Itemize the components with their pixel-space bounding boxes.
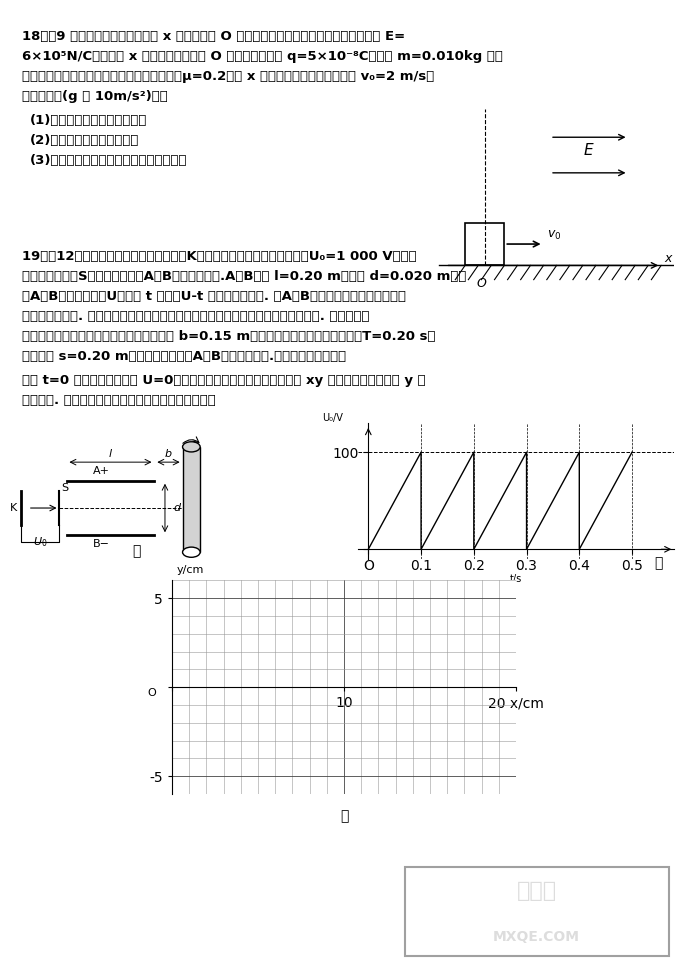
Text: (3)物块在电场中运动过程的机械能增量。: (3)物块在电场中运动过程的机械能增量。 <box>30 154 188 167</box>
Bar <box>465 222 504 265</box>
Text: A+: A+ <box>93 466 110 476</box>
Text: 答案圈: 答案圈 <box>517 882 557 901</box>
Text: 加速后，由小孔S沿两水平金属板A、B间中心线射入.A、B板长 l=0.20 m，相距 d=0.020 m，加: 加速后，由小孔S沿两水平金属板A、B间中心线射入.A、B板长 l=0.20 m，… <box>22 270 466 283</box>
Text: MXQE.COM: MXQE.COM <box>493 930 580 944</box>
Text: 则以 t=0 时（见图乙，此时 U=0），电子打到圆筒记录纸上的点作为 xy 坐标系的原点，并取 y 轴: 则以 t=0 时（见图乙，此时 U=0），电子打到圆筒记录纸上的点作为 xy 坐… <box>22 374 426 387</box>
Text: (2)物块最终停止时的位置；: (2)物块最终停止时的位置； <box>30 134 140 147</box>
Text: S: S <box>61 483 68 493</box>
Text: d: d <box>174 503 181 513</box>
Bar <box>182 447 200 552</box>
Text: $b$: $b$ <box>164 447 173 459</box>
Text: 18．（9 分）在一个水平面上建立 x 轴，在原点 O 右侧空间有一个匀强电场，电场强度大小 E=: 18．（9 分）在一个水平面上建立 x 轴，在原点 O 右侧空间有一个匀强电场，… <box>22 30 405 43</box>
Text: $l$: $l$ <box>108 447 113 459</box>
Text: $x$: $x$ <box>665 251 674 265</box>
Text: 筒的周长 s=0.20 m，筒能接收到通过A、B板的全部电子.（不计重力作用）：: 筒的周长 s=0.20 m，筒能接收到通过A、B板的全部电子.（不计重力作用）： <box>22 350 346 363</box>
Text: 在A、B两板间的电压U随时间 t 变化的U-t 图线如图乙所示. 设A、B间的电场可看作是均匀的，: 在A、B两板间的电压U随时间 t 变化的U-t 图线如图乙所示. 设A、B间的电… <box>22 290 406 303</box>
Text: (1)物块向右运动的最大距离；: (1)物块向右运动的最大距离； <box>30 114 147 127</box>
Text: 19．（12分）如图甲所示，真空室中电极K发出的电子（初速度不计）经过U₀=1 000 V的电场: 19．（12分）如图甲所示，真空室中电极K发出的电子（初速度不计）经过U₀=1 … <box>22 250 417 263</box>
Text: 一记录圆筒，筒的左侧边缘与极板右端距离 b=0.15 m，筒绕其竖直轴匀速转动，周期T=0.20 s，: 一记录圆筒，筒的左侧边缘与极板右端距离 b=0.15 m，筒绕其竖直轴匀速转动，… <box>22 330 436 343</box>
Text: 竖直向上. 试计算电子打到记录纸上的最高点的坐标：: 竖直向上. 试计算电子打到记录纸上的最高点的坐标： <box>22 394 216 407</box>
Text: 丙: 丙 <box>340 810 348 823</box>
Text: B−: B− <box>93 539 110 550</box>
Text: $E$: $E$ <box>583 142 595 158</box>
Text: 甲: 甲 <box>133 545 141 558</box>
Text: y/cm: y/cm <box>178 565 204 575</box>
Text: $O$: $O$ <box>476 277 487 289</box>
X-axis label: t/s: t/s <box>510 575 522 585</box>
Y-axis label: U₀/V: U₀/V <box>322 413 343 423</box>
Text: 且两板外无电场. 在每个电子通过电场区域的极短时间内，电场强度可视作是恒定的. 两板右侧放: 且两板外无电场. 在每个电子通过电场区域的极短时间内，电场强度可视作是恒定的. … <box>22 310 369 323</box>
Text: 乙: 乙 <box>654 555 663 570</box>
Text: $v_0$: $v_0$ <box>547 229 561 243</box>
Ellipse shape <box>182 442 200 452</box>
Ellipse shape <box>182 547 200 557</box>
Text: K: K <box>10 503 17 513</box>
Text: $U_0$: $U_0$ <box>33 535 47 550</box>
Text: 如图所示，(g 取 10m/s²)求：: 如图所示，(g 取 10m/s²)求： <box>22 90 168 103</box>
Text: 负电绝缘物块，物块与水平面间的动摩擦因数μ=0.2，沿 x 轴正方向给物块一个初速度 v₀=2 m/s，: 负电绝缘物块，物块与水平面间的动摩擦因数μ=0.2，沿 x 轴正方向给物块一个初… <box>22 70 434 83</box>
Text: 6×10⁵N/C，方向与 x 轴正方向相同，在 O 处放一个电荷量 q=5×10⁻⁸C、质量 m=0.010kg 的带: 6×10⁵N/C，方向与 x 轴正方向相同，在 O 处放一个电荷量 q=5×10… <box>22 50 503 63</box>
Text: O: O <box>147 688 155 698</box>
